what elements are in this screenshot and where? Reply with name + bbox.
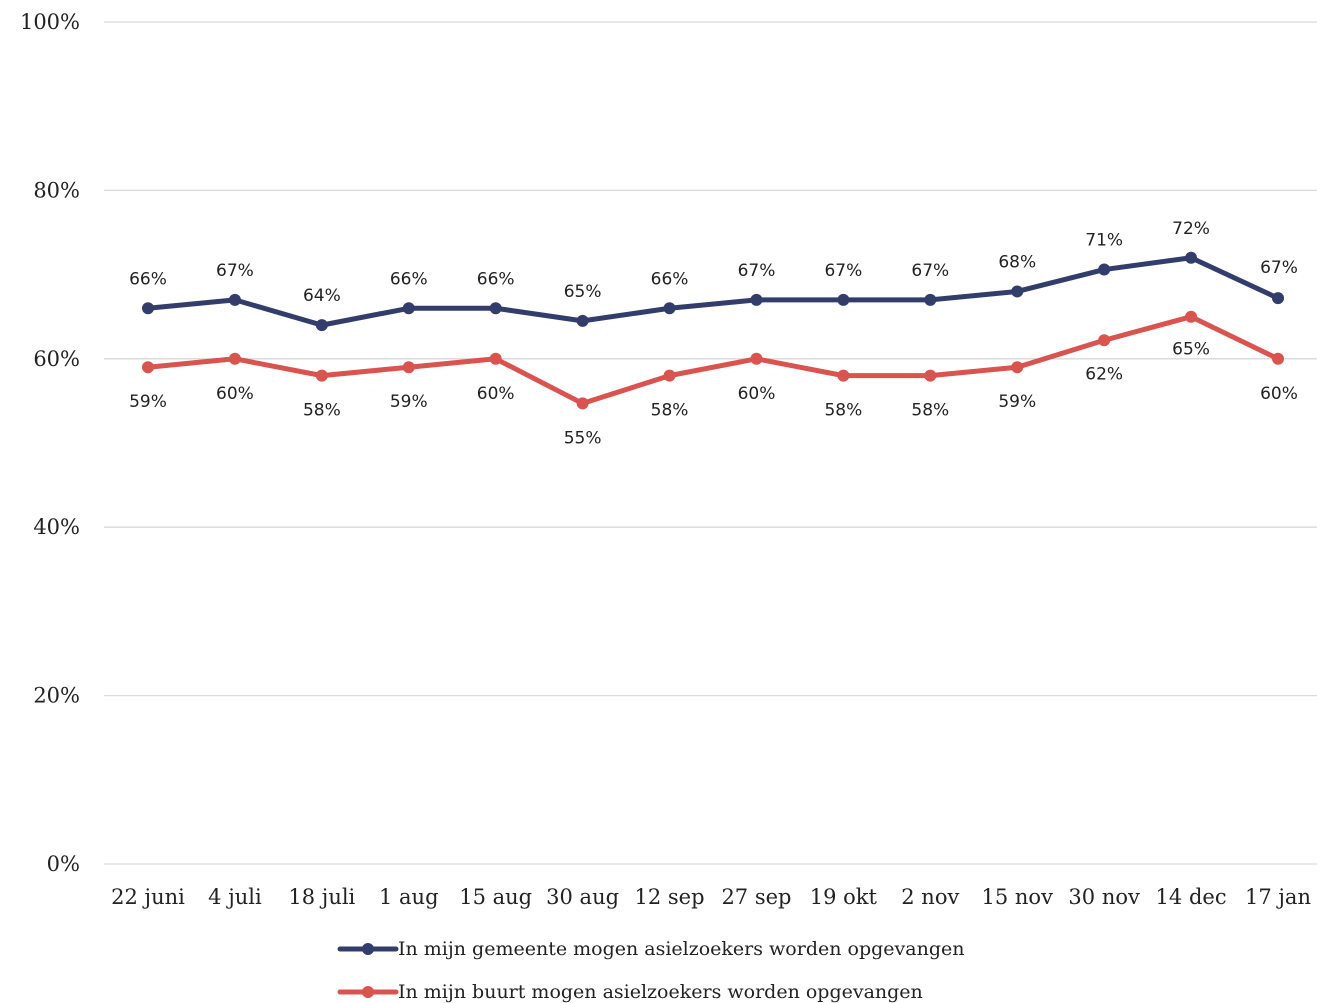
- data-point: [663, 302, 676, 315]
- data-label: 72%: [1172, 219, 1210, 239]
- y-tick-label: 60%: [33, 347, 80, 371]
- data-label: 65%: [1172, 340, 1210, 360]
- y-tick-label: 100%: [20, 10, 80, 34]
- data-point: [837, 369, 850, 382]
- data-point: [1185, 251, 1198, 264]
- data-point: [489, 302, 502, 315]
- series-line-2: [145, 314, 1281, 406]
- data-point: [1185, 310, 1198, 323]
- y-tick-label: 40%: [33, 515, 80, 539]
- x-tick-label: 12 sep: [635, 885, 705, 909]
- data-point: [750, 293, 763, 306]
- data-point: [489, 352, 502, 365]
- data-label: 64%: [303, 286, 341, 306]
- data-label: 66%: [477, 269, 515, 289]
- data-point: [750, 352, 763, 365]
- x-tick-label: 14 dec: [1156, 885, 1227, 909]
- y-axis-ticks: 0% 20% 40% 60% 80% 100%: [20, 10, 80, 876]
- x-tick-label: 2 nov: [901, 885, 959, 909]
- x-tick-label: 30 aug: [546, 885, 619, 909]
- data-label: 55%: [564, 428, 602, 448]
- y-tick-label: 0%: [47, 852, 80, 876]
- data-point: [924, 369, 937, 382]
- data-label: 62%: [1085, 364, 1123, 384]
- data-point: [228, 293, 241, 306]
- data-label: 67%: [216, 261, 254, 281]
- x-tick-label: 15 nov: [982, 885, 1054, 909]
- series-lines: [142, 251, 1284, 410]
- data-label: 59%: [129, 392, 167, 412]
- data-point: [1011, 361, 1024, 374]
- x-tick-label: 19 okt: [810, 885, 878, 909]
- x-axis-ticks: 22 juni 4 juli 18 juli 1 aug 15 aug 30 aug 12 …: [111, 885, 1311, 909]
- legend-label: In mijn gemeente mogen asielzoekers word…: [398, 938, 964, 960]
- data-label: 68%: [998, 252, 1036, 272]
- x-tick-label: 27 sep: [721, 885, 791, 909]
- data-point: [1098, 334, 1111, 347]
- data-point: [924, 293, 937, 306]
- data-point: [663, 369, 676, 382]
- data-label: 59%: [998, 392, 1036, 412]
- data-label: 60%: [738, 384, 776, 404]
- data-label: 67%: [824, 261, 862, 281]
- legend-label: In mijn buurt mogen asielzoekers worden …: [398, 981, 923, 1003]
- data-label: 58%: [911, 401, 949, 421]
- data-label: 66%: [129, 269, 167, 289]
- data-point: [142, 302, 154, 315]
- x-tick-label: 4 juli: [208, 885, 262, 909]
- data-label: 67%: [1260, 258, 1298, 278]
- data-label: 71%: [1085, 231, 1123, 251]
- x-tick-label: 1 aug: [379, 885, 439, 909]
- data-labels: 66% 67% 64% 66% 66% 65% 66% 67% 67% 67% 68% 71% 72% 6…: [129, 219, 1298, 449]
- data-label: 58%: [651, 401, 689, 421]
- y-tick-label: 20%: [33, 684, 80, 708]
- data-point: [1272, 292, 1284, 305]
- data-point: [837, 293, 850, 306]
- x-tick-label: 18 juli: [288, 885, 355, 909]
- data-point: [402, 302, 415, 315]
- x-tick-label: 15 aug: [459, 885, 532, 909]
- data-point: [142, 361, 154, 374]
- data-label: 66%: [651, 269, 689, 289]
- data-label: 66%: [390, 269, 428, 289]
- y-tick-label: 80%: [33, 178, 80, 202]
- legend-marker: [362, 943, 374, 955]
- data-label: 59%: [390, 392, 428, 412]
- x-tick-label: 22 juni: [111, 885, 185, 909]
- data-label: 60%: [477, 384, 515, 404]
- x-tick-label: 30 nov: [1068, 885, 1140, 909]
- data-point: [576, 314, 589, 327]
- data-point: [402, 361, 415, 374]
- data-point: [1011, 285, 1024, 298]
- legend-marker: [362, 986, 374, 998]
- data-label: 67%: [738, 261, 776, 281]
- data-point: [576, 397, 589, 410]
- data-label: 67%: [911, 261, 949, 281]
- data-point: [315, 369, 328, 382]
- gridlines: [104, 21, 1317, 865]
- data-label: 58%: [303, 401, 341, 421]
- series-line-1: [145, 255, 1281, 328]
- data-label: 60%: [216, 384, 254, 404]
- data-point: [1272, 352, 1284, 365]
- data-point: [315, 319, 328, 332]
- legend: In mijn gemeente mogen asielzoekers word…: [337, 938, 964, 1003]
- x-tick-label: 17 jan: [1245, 885, 1311, 909]
- data-label: 65%: [564, 282, 602, 302]
- data-label: 58%: [824, 401, 862, 421]
- data-point: [228, 352, 241, 365]
- data-point: [1098, 263, 1111, 276]
- data-label: 60%: [1260, 384, 1298, 404]
